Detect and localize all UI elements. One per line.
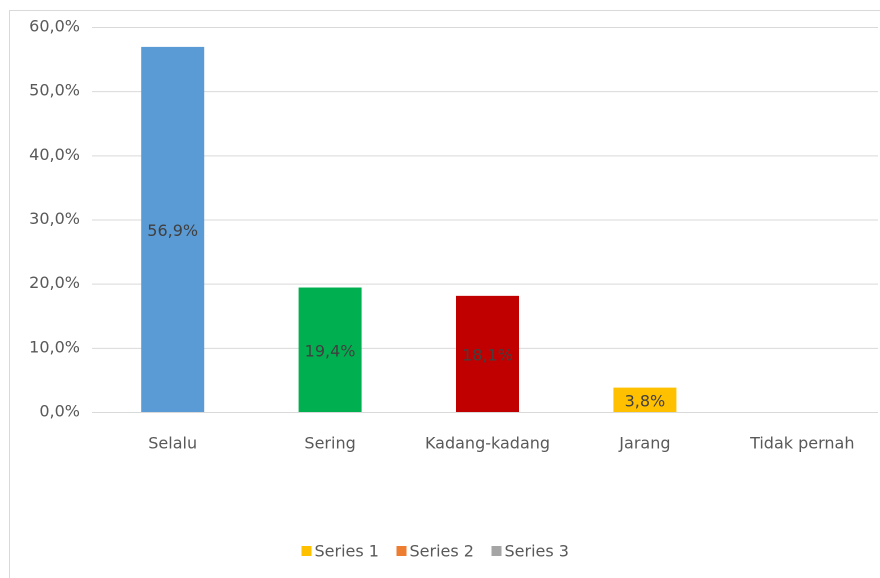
y-tick-label: 30,0% bbox=[29, 209, 80, 228]
legend-label: Series 2 bbox=[410, 542, 474, 561]
data-label: 18,1% bbox=[462, 345, 513, 364]
x-tick-label: Jarang bbox=[618, 434, 670, 453]
legend-swatch bbox=[301, 546, 312, 556]
legend-swatch bbox=[396, 546, 407, 556]
x-tick-label: Tidak pernah bbox=[749, 434, 854, 453]
x-tick-label: Sering bbox=[304, 434, 355, 453]
data-label: 56,9% bbox=[147, 221, 198, 240]
bar bbox=[456, 295, 519, 412]
bar bbox=[298, 287, 362, 412]
y-tick-label: 60,0% bbox=[29, 17, 80, 36]
data-label: 3,8% bbox=[625, 391, 666, 410]
y-tick-label: 50,0% bbox=[29, 81, 80, 100]
bar bbox=[613, 387, 677, 412]
y-tick-label: 10,0% bbox=[29, 337, 80, 356]
y-tick-label: 40,0% bbox=[29, 145, 80, 164]
y-tick-label: 0,0% bbox=[39, 402, 80, 421]
legend-swatch bbox=[491, 546, 502, 556]
legend-label: Series 3 bbox=[505, 542, 569, 561]
x-tick-label: Kadang-kadang bbox=[425, 434, 550, 453]
x-tick-label: Selalu bbox=[148, 434, 197, 453]
data-label: 19,4% bbox=[305, 341, 356, 360]
y-tick-label: 20,0% bbox=[29, 273, 80, 292]
legend-label: Series 1 bbox=[315, 542, 379, 561]
chart-border bbox=[9, 10, 880, 578]
bar bbox=[141, 46, 205, 413]
